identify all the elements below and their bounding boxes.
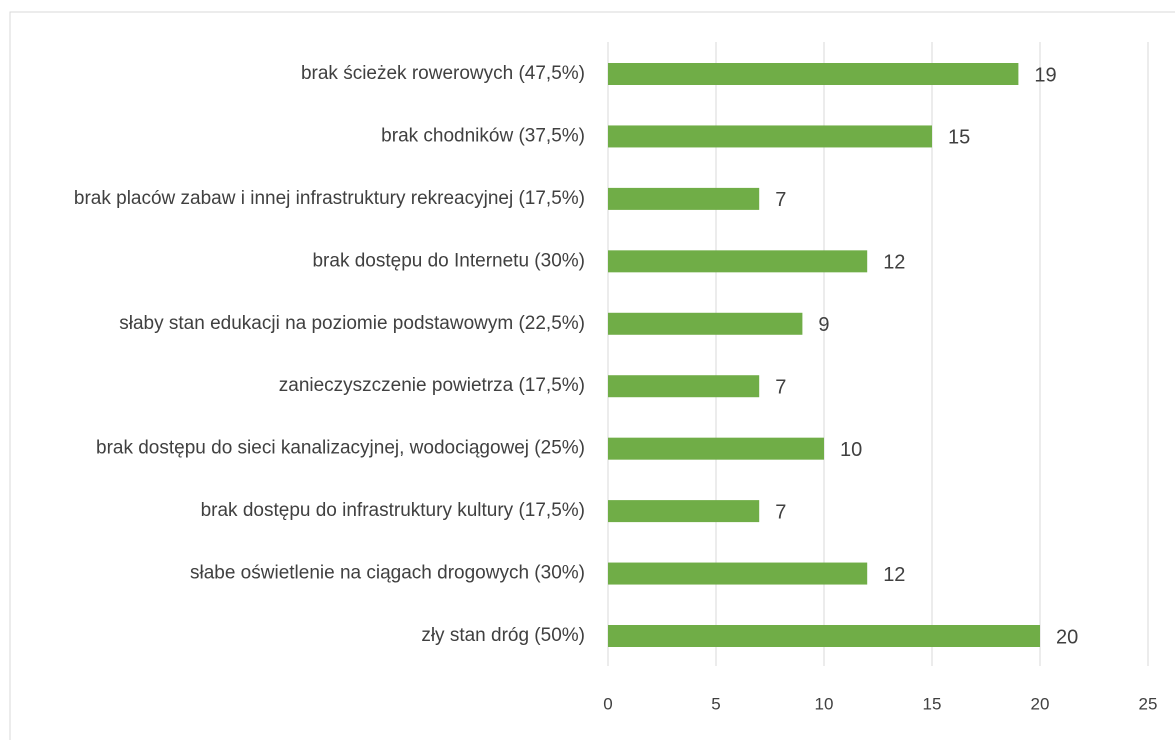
bar xyxy=(608,125,932,148)
y-tick-label: słabe oświetlenie na ciągach drogowych (… xyxy=(190,563,585,584)
data-label: 7 xyxy=(775,501,786,523)
y-tick-label: brak ścieżek rowerowych (47,5%) xyxy=(301,63,585,84)
data-label: 7 xyxy=(775,377,786,399)
bar xyxy=(608,375,760,398)
chart-border xyxy=(9,11,1175,740)
y-tick-label: brak placów zabaw i innej infrastruktury… xyxy=(74,188,585,209)
bar xyxy=(608,437,824,460)
x-tick-label: 15 xyxy=(923,694,942,713)
bar xyxy=(608,625,1040,647)
y-tick-label: brak dostępu do Internetu (30%) xyxy=(312,250,585,271)
bar xyxy=(608,500,760,523)
data-label: 7 xyxy=(775,189,786,211)
data-label: 12 xyxy=(883,252,905,274)
x-tick-label: 20 xyxy=(1031,694,1050,713)
y-tick-label: zanieczyszczenie powietrza (17,5%) xyxy=(279,375,585,396)
y-tick-label: brak dostępu do sieci kanalizacyjnej, wo… xyxy=(96,438,585,459)
bar xyxy=(608,250,868,273)
x-tick-label: 5 xyxy=(711,694,720,713)
x-tick-label: 25 xyxy=(1139,694,1158,713)
data-label: 12 xyxy=(883,564,905,586)
data-label: 15 xyxy=(948,127,970,149)
x-tick-label: 10 xyxy=(815,694,834,713)
bar xyxy=(608,562,868,585)
y-tick-label: zły stan dróg (50%) xyxy=(421,625,585,646)
bar xyxy=(608,63,1019,85)
y-tick-label: brak chodników (37,5%) xyxy=(381,125,585,146)
data-label: 10 xyxy=(840,439,862,461)
data-label: 20 xyxy=(1056,626,1078,648)
bar xyxy=(608,187,760,210)
y-tick-label: brak dostępu do infrastruktury kultury (… xyxy=(201,500,585,521)
data-label: 9 xyxy=(818,314,829,336)
x-tick-label: 0 xyxy=(603,694,612,713)
bar xyxy=(608,312,803,335)
y-tick-label: słaby stan edukacji na poziomie podstawo… xyxy=(119,313,585,334)
data-label: 19 xyxy=(1034,64,1056,86)
